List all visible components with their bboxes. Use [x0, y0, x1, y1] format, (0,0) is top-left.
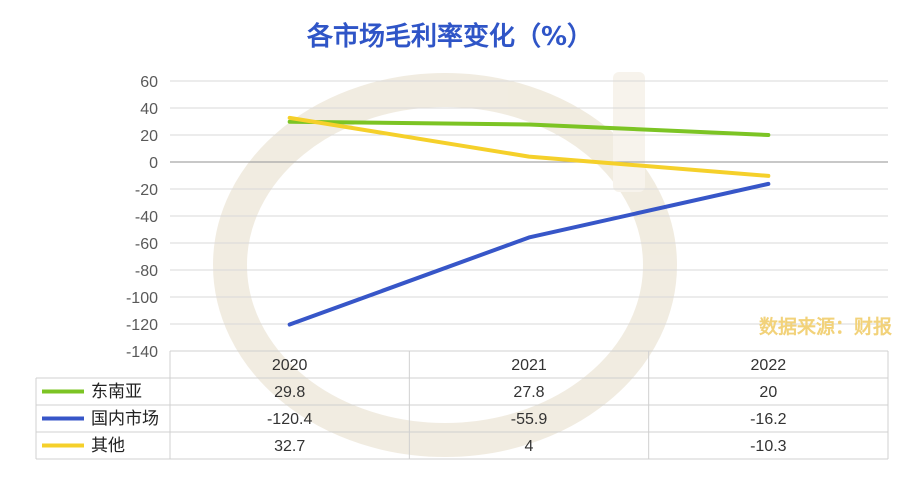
watermark-seal: [613, 72, 645, 192]
x-tick-label: 2020: [272, 357, 308, 374]
data-table: 2020 2021 2022 东南亚 29.8 27.8 20 国内市场 -120.4 -55.9…: [35, 350, 889, 460]
y-tick-label: 20: [140, 128, 158, 145]
source-note: 数据来源：财报: [759, 315, 892, 338]
y-tick-label: 60: [140, 74, 158, 91]
data-label: 4: [525, 438, 534, 455]
data-label: -10.3: [750, 438, 787, 455]
y-tick-label: -60: [135, 236, 158, 253]
y-tick-label: -120: [126, 317, 158, 334]
data-label: -55.9: [511, 411, 548, 428]
legend-label: 国内市场: [91, 409, 159, 429]
data-label: -120.4: [267, 411, 312, 428]
y-tick-label: 0: [149, 155, 158, 172]
y-tick-label: -100: [126, 290, 158, 307]
y-tick-label: 40: [140, 101, 158, 118]
series-line: [287, 119, 771, 137]
legend-label: 其他: [91, 436, 125, 456]
y-tick-label: -140: [126, 344, 158, 361]
series-line: [287, 181, 771, 327]
data-label: 20: [759, 384, 777, 401]
y-tick-label: -20: [135, 182, 158, 199]
y-tick-label: -40: [135, 209, 158, 226]
chart-title: 各市场毛利率变化（%）: [306, 21, 593, 52]
watermark-ring: [213, 73, 677, 457]
data-label: 27.8: [513, 384, 544, 401]
x-tick-label: 2021: [511, 357, 547, 374]
data-label: -16.2: [750, 411, 787, 428]
legend-label: 东南亚: [91, 382, 142, 402]
data-label: 32.7: [274, 438, 305, 455]
y-tick-label: -80: [135, 263, 158, 280]
data-label: 29.8: [274, 384, 305, 401]
series-line: [287, 115, 771, 178]
x-tick-label: 2022: [751, 357, 787, 374]
